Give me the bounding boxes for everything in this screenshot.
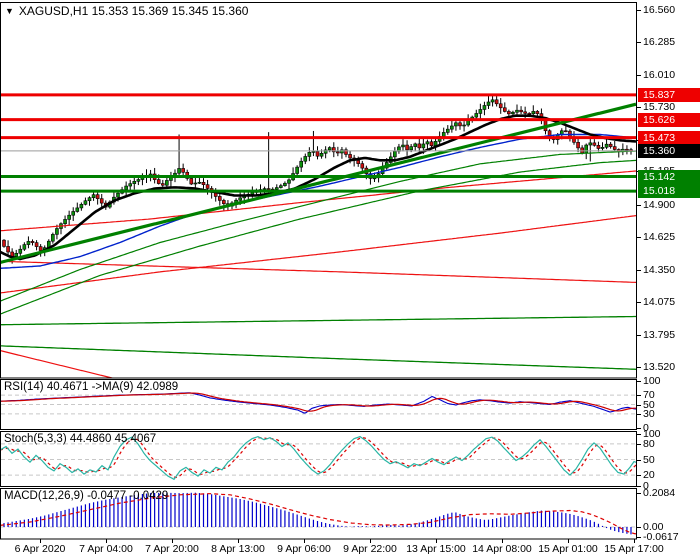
rsi-tick — [637, 428, 641, 429]
macd-scale-label: 0.00 — [643, 521, 664, 533]
price-axis-label: 16.285 — [643, 36, 676, 49]
macd-tick — [637, 527, 641, 528]
time-axis-label: 7 Apr 04:00 — [79, 543, 133, 555]
time-tick — [304, 539, 305, 543]
price-tick — [637, 237, 641, 239]
rsi-tick — [637, 395, 641, 397]
time-axis-label: 6 Apr 2020 — [14, 543, 66, 555]
rsi-scale-label: 100 — [643, 375, 661, 387]
price-level-badge-support: 15.018 — [638, 184, 700, 199]
stoch-scale-label: 0 — [643, 479, 649, 492]
time-tick — [106, 539, 107, 543]
price-tick — [637, 204, 641, 206]
stoch-scale-label: 20 — [643, 469, 655, 482]
time-axis-label: 9 Apr 22:00 — [343, 543, 397, 555]
rsi-tick — [637, 381, 641, 382]
price-axis-label: 14.075 — [643, 295, 676, 308]
price-level-badge-resistance: 15.473 — [638, 130, 700, 145]
rsi-scale-label: 0 — [643, 422, 649, 434]
price-axis-label: 14.350 — [643, 263, 676, 276]
price-axis-label: 14.625 — [643, 231, 676, 244]
time-tick — [634, 539, 635, 543]
price-tick — [637, 301, 641, 303]
price-axis-label: 16.560 — [643, 4, 676, 16]
macd-scale-label: -0.0617 — [643, 531, 679, 544]
rsi-scale-label: 30 — [643, 407, 655, 420]
time-axis-label: 8 Apr 13:00 — [211, 543, 265, 555]
time-tick — [40, 539, 41, 543]
price-tick — [637, 42, 641, 44]
time-axis-label: 9 Apr 06:00 — [277, 543, 331, 555]
price-tick — [637, 107, 641, 109]
price-level-badge-current: 15.360 — [638, 143, 700, 158]
time-axis-label: 7 Apr 20:00 — [145, 543, 199, 555]
time-axis-label: 15 Apr 01:00 — [538, 543, 598, 555]
time-axis[interactable]: 6 Apr 2020 7 Apr 04:00 7 Apr 20:00 8 Apr 13… — [0, 539, 700, 560]
macd-tick — [637, 537, 641, 539]
price-axis-label: 14.900 — [643, 198, 676, 211]
macd-scale-label: 0.2084 — [643, 486, 676, 499]
time-tick — [502, 539, 503, 543]
symbol-dropdown-icon[interactable]: ▼ — [5, 6, 14, 16]
stoch-tick — [637, 475, 641, 477]
price-axis-label: 13.795 — [643, 328, 676, 341]
stoch-scale-label: 50 — [643, 453, 655, 466]
chart-header: ▼ XAGUSD,H1 15.353 15.369 15.345 15.360 — [5, 4, 248, 18]
price-tick — [637, 10, 641, 11]
stoch-tick — [637, 459, 641, 461]
time-axis-label: 13 Apr 15:00 — [406, 543, 466, 555]
stoch-scale-label: 100 — [643, 427, 661, 440]
price-axis-label: 16.010 — [643, 68, 676, 81]
stoch-tick — [637, 433, 641, 435]
rsi-tick — [637, 413, 641, 415]
time-axis-label: 14 Apr 08:00 — [472, 543, 532, 555]
price-axis-label: 15.730 — [643, 101, 676, 114]
time-tick — [238, 539, 239, 543]
stoch-tick — [637, 485, 641, 487]
stoch-tick — [637, 443, 641, 445]
price-level-badge-resistance: 15.837 — [638, 87, 700, 102]
macd-indicator-label: MACD(12,26,9) -0.0477 -0.0429 — [4, 490, 169, 502]
rsi-scale-label: 50 — [643, 398, 655, 411]
price-level-badge-support: 15.142 — [638, 169, 700, 184]
time-tick — [568, 539, 569, 543]
price-tick — [637, 74, 641, 76]
time-tick — [172, 539, 173, 543]
rsi-scale-label: 70 — [643, 389, 655, 402]
price-axis-label: 13.520 — [643, 360, 676, 373]
price-tick — [637, 366, 641, 368]
rsi-indicator-label: RSI(14) 40.4671 ->MA(9) 42.0989 — [4, 381, 179, 393]
price-level-badge-resistance: 15.626 — [638, 112, 700, 127]
stoch-scale-label: 80 — [643, 437, 655, 450]
time-axis-label: 15 Apr 17:00 — [604, 543, 664, 555]
symbol-ohlc-title: XAGUSD,H1 15.353 15.369 15.345 15.360 — [18, 4, 249, 18]
price-tick — [637, 334, 641, 336]
price-axis[interactable]: 16.56016.28516.01015.73015.45515.18514.9… — [637, 0, 700, 560]
stoch-indicator-label: Stoch(5,3,3) 44.4860 45.4067 — [4, 433, 157, 445]
time-tick — [436, 539, 437, 543]
macd-tick — [637, 492, 641, 494]
rsi-tick — [637, 404, 641, 406]
time-tick — [370, 539, 371, 543]
price-tick — [637, 269, 641, 271]
